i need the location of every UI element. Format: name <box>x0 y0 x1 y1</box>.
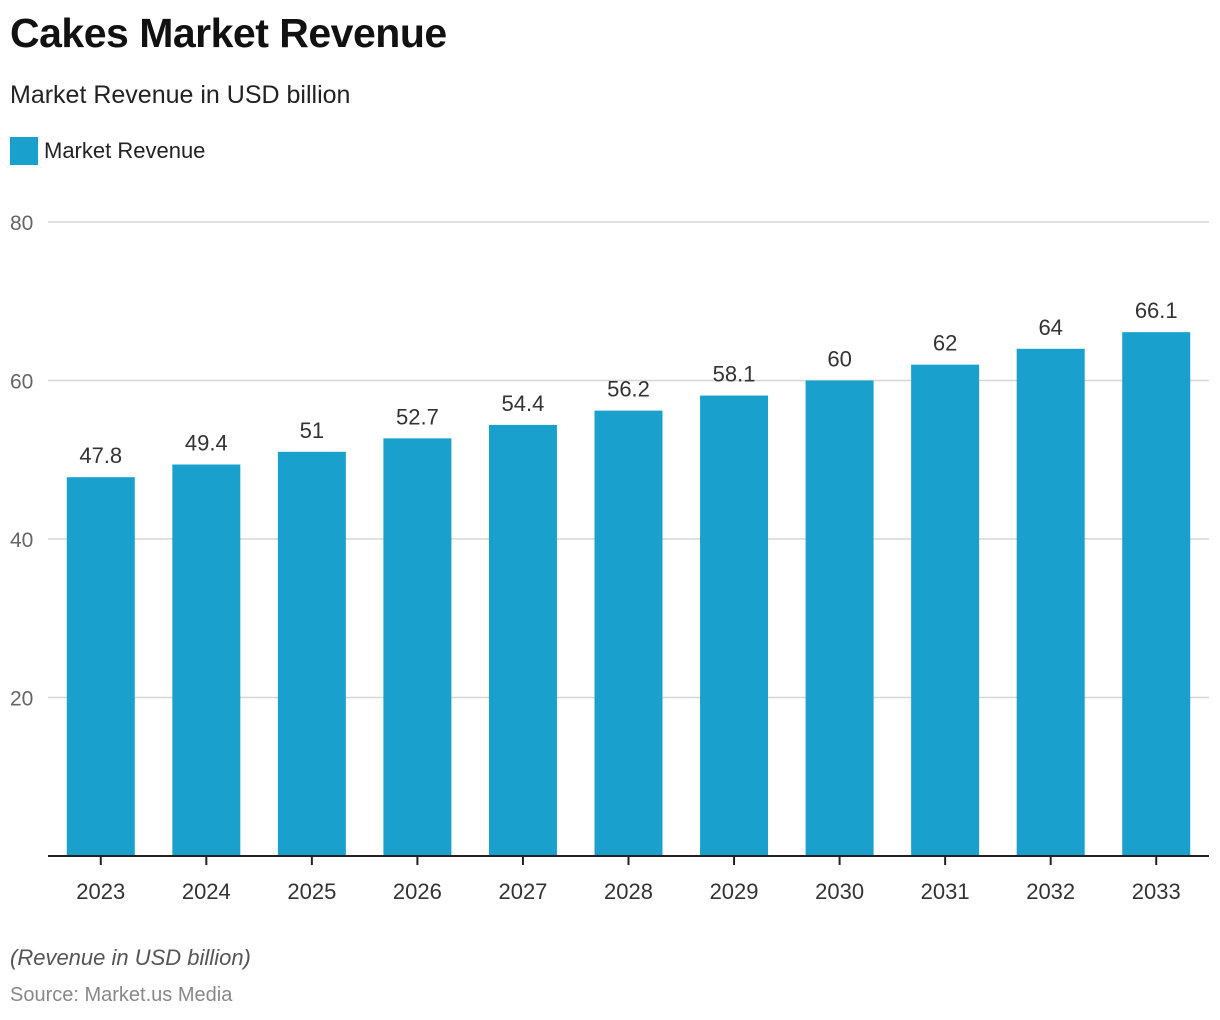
x-tick-label: 2032 <box>1026 879 1075 904</box>
data-label: 52.7 <box>396 404 439 429</box>
data-labels: 47.8 49.4 51 52.7 54.4 56.2 58.1 60 62 64 66.1 <box>79 298 1177 468</box>
bar <box>700 395 769 856</box>
y-tick-label: 40 <box>10 529 33 552</box>
x-tick-label: 2026 <box>393 879 442 904</box>
legend: Market Revenue <box>10 137 205 165</box>
y-axis-ticks: 20 40 60 80 <box>10 212 33 711</box>
y-tick-label: 80 <box>10 212 33 235</box>
x-tick-label: 2030 <box>815 879 864 904</box>
bar <box>594 410 663 856</box>
bar <box>383 438 452 856</box>
bar <box>172 464 241 856</box>
bar <box>1122 332 1191 857</box>
chart-title: Cakes Market Revenue <box>10 10 447 56</box>
bars <box>66 332 1191 857</box>
x-tick-label: 2023 <box>76 879 125 904</box>
chart-note: (Revenue in USD billion) <box>10 945 251 970</box>
x-axis: 2023 2024 2025 2026 2027 2028 2029 2030 2031 2032… <box>48 855 1209 904</box>
data-label: 47.8 <box>79 443 122 468</box>
data-label: 62 <box>933 331 957 356</box>
x-tick-label: 2031 <box>921 879 970 904</box>
x-tick-label: 2029 <box>710 879 759 904</box>
bar <box>805 380 874 856</box>
data-label: 54.4 <box>502 391 545 416</box>
data-label: 51 <box>300 418 324 443</box>
legend-label: Market Revenue <box>44 138 206 163</box>
legend-swatch <box>10 137 38 165</box>
data-label: 60 <box>827 347 851 372</box>
x-tick-label: 2033 <box>1132 879 1181 904</box>
x-tick-label: 2025 <box>287 879 336 904</box>
bar <box>488 424 557 856</box>
data-label: 64 <box>1038 315 1062 340</box>
y-tick-label: 20 <box>10 688 33 711</box>
x-tick-label: 2028 <box>604 879 653 904</box>
x-tick-label: 2024 <box>182 879 231 904</box>
bar <box>911 364 980 856</box>
x-tick-label: 2027 <box>498 879 547 904</box>
chart-source: Source: Market.us Media <box>10 984 233 1006</box>
data-label: 66.1 <box>1135 298 1178 323</box>
data-label: 58.1 <box>713 362 756 387</box>
bar <box>1016 348 1085 856</box>
y-tick-label: 60 <box>10 371 33 394</box>
chart-subtitle: Market Revenue in USD billion <box>10 81 351 109</box>
bar <box>277 451 346 856</box>
data-label: 56.2 <box>607 377 650 402</box>
bar <box>66 477 135 856</box>
data-label: 49.4 <box>185 431 228 456</box>
